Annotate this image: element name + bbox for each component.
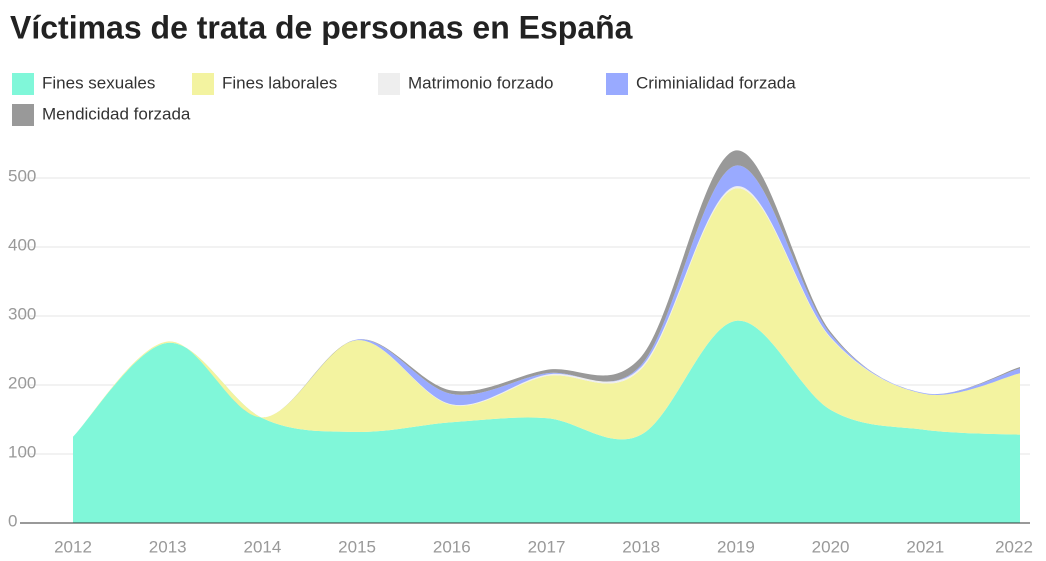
y-tick-label: 200 [8,373,36,392]
y-tick-label: 300 [8,304,36,323]
x-tick-label: 2020 [812,537,850,556]
chart-title: Víctimas de trata de personas en España [10,9,633,45]
y-tick-label: 400 [8,235,36,254]
x-tick-label: 2015 [338,537,376,556]
legend-swatch [12,73,34,95]
legend-swatch [192,73,214,95]
x-tick-label: 2014 [243,537,281,556]
y-tick-label: 500 [8,166,36,185]
legend-swatch [378,73,400,95]
x-tick-label: 2016 [433,537,471,556]
legend-label: Criminialidad forzada [636,73,796,92]
legend-label: Matrimonio forzado [408,73,554,92]
legend-label: Fines laborales [222,73,337,92]
area [73,320,1020,523]
x-tick-label: 2019 [717,537,755,556]
legend-swatch [606,73,628,95]
legend-label: Fines sexuales [42,73,155,92]
legend-label: Mendicidad forzada [42,104,191,123]
legend-swatch [12,104,34,126]
x-tick-label: 2012 [54,537,92,556]
area [73,188,1020,440]
x-tick-label: 2017 [528,537,566,556]
x-tick-label: 2013 [149,537,187,556]
y-tick-label: 0 [8,511,17,530]
x-tick-label: 2022 [995,537,1033,556]
x-tick-label: 2021 [906,537,944,556]
y-tick-label: 100 [8,442,36,461]
x-tick-label: 2018 [622,537,660,556]
